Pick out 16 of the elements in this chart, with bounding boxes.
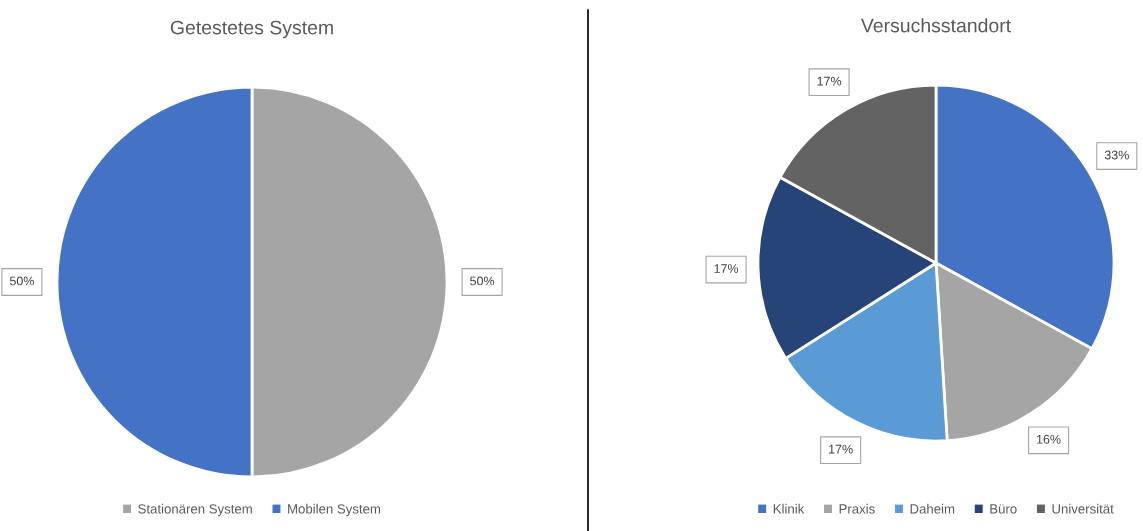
legend-label: Klinik [773,503,805,514]
legend-label: Büro [990,504,1017,514]
legend-label: Mobilen System [288,503,381,517]
data-label: 17% [714,264,739,273]
data-label: 33% [1104,150,1129,160]
chart-title: Versuchsstandort [860,18,1011,33]
legend-label: Universität [1052,503,1114,514]
legend-label: Stationären System [138,503,252,517]
data-label: 16% [1036,434,1061,444]
legend-label: Daheim [910,503,955,514]
data-label: 17% [829,444,853,454]
data-label: 50% [470,276,495,286]
data-label: 17% [817,76,842,86]
chart-title: Getestetes System [170,20,333,39]
legend-label: Praxis [839,503,875,514]
data-label: 50% [9,276,34,286]
